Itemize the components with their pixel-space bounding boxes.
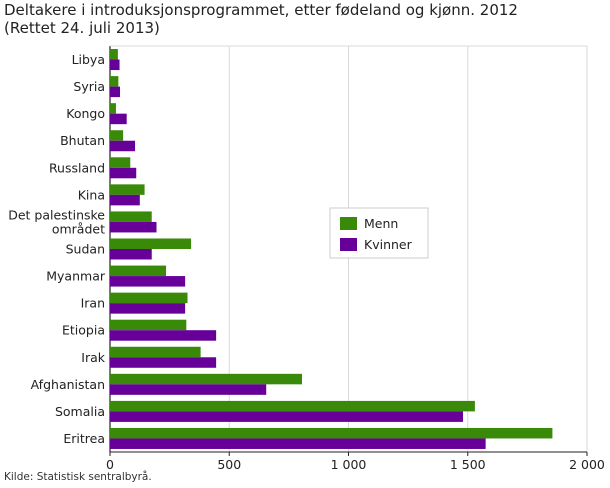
bar-menn-syria [110,76,119,87]
category-label-somalia: Somalia [55,404,105,419]
bar-kvinner-libya [110,59,120,71]
bar-kvinner-somalia [110,411,463,422]
legend: Menn Kvinner [329,207,429,259]
bar-kvinner-sudan [110,249,152,260]
x-tick-label: 0 [106,457,114,472]
category-label-afghanistan: Afghanistan [31,377,105,392]
category-label-myanmar: Myanmar [46,269,106,284]
x-tick-label: 500 [217,457,241,472]
bar-kvinner-det-palestinske-omr-det [110,221,157,233]
bars [110,49,553,449]
category-label-det-palestinske-omr-det: Det palestinske området [8,207,105,236]
bar-kvinner-myanmar [110,276,186,287]
bar-menn-irak [110,346,201,358]
bar-menn-somalia [110,400,475,412]
category-labels: Libya Syria Kongo Bhutan Russland Kina Det pal… [8,52,106,446]
x-tick-label: 1 500 [450,457,486,472]
bar-menn-iran [110,292,188,304]
x-axis-ticks: 0 500 1 000 1 500 2 000 [106,451,605,472]
x-tick-label: 1 000 [331,457,367,472]
bar-kvinner-bhutan [110,140,136,152]
category-label-syria: Syria [73,79,105,94]
bar-menn-afghanistan [110,373,302,385]
bar-menn-bhutan [110,130,124,141]
bar-kvinner-russland [110,167,137,179]
legend-label-kvinner: Kvinner [364,237,413,252]
bar-menn-kina [110,184,145,195]
bar-kvinner-irak [110,357,217,368]
category-label-eritrea: Eritrea [63,431,105,446]
bar-kvinner-afghanistan [110,384,267,395]
source-note: Kilde: Statistisk sentralbyrå. [4,471,152,483]
bar-menn-det-palestinske-omr-det [110,211,152,222]
chart-title: Deltakere i introduksjonsprogrammet, ett… [4,1,604,37]
bar-kvinner-kina [110,194,140,206]
bar-menn-russland [110,157,131,168]
category-label-russland: Russland [49,160,105,175]
bar-kvinner-kongo [110,113,127,125]
category-label-bhutan: Bhutan [60,133,105,148]
bar-kvinner-iran [110,303,186,314]
title-line-1: Deltakere i introduksjonsprogrammet, ett… [4,1,518,19]
category-label-kina: Kina [78,187,105,202]
title-line-2: (Rettet 24. juli 2013) [4,19,160,37]
bar-kvinner-syria [110,86,121,98]
category-label-iran: Iran [81,296,105,311]
category-label-irak: Irak [81,350,105,365]
bar-menn-kongo [110,103,116,114]
bar-kvinner-etiopia [110,330,217,341]
category-label-etiopia: Etiopia [62,323,105,338]
bar-kvinner-eritrea [110,438,486,449]
x-tick-label: 2 000 [569,457,605,472]
bar-menn-eritrea [110,427,553,439]
bar-menn-libya [110,49,118,60]
bar-menn-myanmar [110,265,167,277]
legend-label-menn: Menn [364,216,398,231]
legend-swatch-menn [340,217,357,230]
bar-menn-sudan [110,238,192,249]
category-label-libya: Libya [72,52,105,67]
bar-menn-etiopia [110,319,187,331]
category-label-kongo: Kongo [66,106,105,121]
legend-swatch-kvinner [340,238,357,251]
category-label-sudan: Sudan [66,242,105,257]
